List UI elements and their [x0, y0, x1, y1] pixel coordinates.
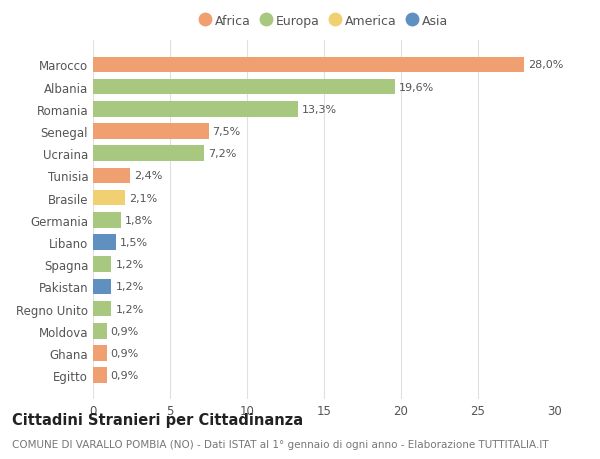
- Text: 19,6%: 19,6%: [398, 83, 434, 92]
- Bar: [93, 323, 107, 339]
- Bar: [93, 213, 121, 228]
- Text: 2,1%: 2,1%: [129, 193, 157, 203]
- Text: 7,2%: 7,2%: [208, 149, 236, 159]
- Text: 0,9%: 0,9%: [111, 326, 139, 336]
- Text: Cittadini Stranieri per Cittadinanza: Cittadini Stranieri per Cittadinanza: [12, 413, 303, 428]
- Text: 28,0%: 28,0%: [528, 60, 563, 70]
- Bar: [93, 235, 116, 250]
- Text: 0,9%: 0,9%: [111, 370, 139, 381]
- Bar: [93, 346, 107, 361]
- Text: 13,3%: 13,3%: [302, 105, 337, 115]
- Bar: [93, 279, 112, 295]
- Bar: [93, 102, 298, 118]
- Bar: [93, 80, 395, 95]
- Text: 1,2%: 1,2%: [115, 282, 143, 292]
- Text: 7,5%: 7,5%: [212, 127, 241, 137]
- Text: COMUNE DI VARALLO POMBIA (NO) - Dati ISTAT al 1° gennaio di ogni anno - Elaboraz: COMUNE DI VARALLO POMBIA (NO) - Dati IST…: [12, 440, 548, 449]
- Text: 2,4%: 2,4%: [134, 171, 162, 181]
- Bar: [93, 57, 524, 73]
- Text: 1,2%: 1,2%: [115, 260, 143, 269]
- Bar: [93, 301, 112, 317]
- Bar: [93, 168, 130, 184]
- Text: 1,8%: 1,8%: [125, 215, 153, 225]
- Bar: [93, 146, 204, 162]
- Bar: [93, 368, 107, 383]
- Text: 0,9%: 0,9%: [111, 348, 139, 358]
- Bar: [93, 257, 112, 272]
- Bar: [93, 190, 125, 206]
- Bar: [93, 124, 209, 140]
- Text: 1,2%: 1,2%: [115, 304, 143, 314]
- Text: 1,5%: 1,5%: [120, 237, 148, 247]
- Legend: Africa, Europa, America, Asia: Africa, Europa, America, Asia: [200, 15, 448, 28]
